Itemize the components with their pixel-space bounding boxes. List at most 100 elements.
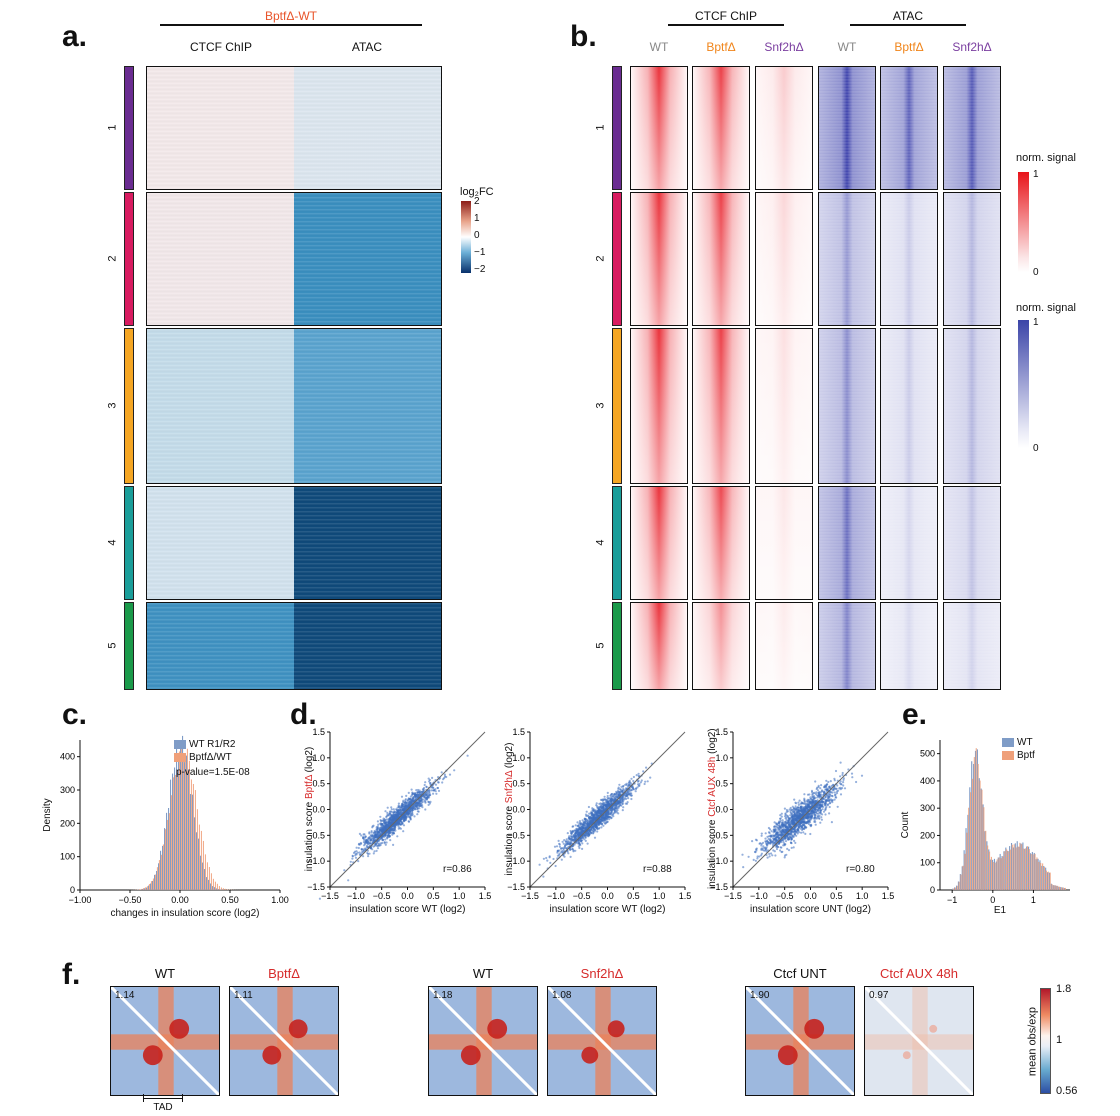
panel-d1-point [392,808,395,811]
panel-d3-point [789,812,793,815]
panel-c-bar-wt-14 [148,885,150,890]
panel-c-xtick-label-3: 0.50 [221,895,239,905]
panel-d2-point [594,826,597,829]
panel-d2-point [632,779,635,783]
panel-d3-point [827,793,830,796]
panel-d3-xtick-label-2: −0.5 [776,891,794,901]
panel-d3-point [836,784,839,787]
panel-e-bar-bptf-17 [985,830,987,890]
panel-b-signal-r1-c1 [631,67,687,189]
panel-d1-point [408,797,411,801]
panel-d2-point [566,850,569,853]
panel-c-bar-wt-27 [174,767,176,890]
panel-d1-point [395,808,398,811]
panel-d2-point [615,803,618,806]
panel-d2-ytick-label-5: 1.0 [512,753,525,763]
panel-d2-point [586,842,589,845]
panel-e-bar-bptf-57 [1061,887,1063,890]
panel-f-value-3-left: 1.90 [750,990,770,1001]
panel-b-legend-red-min: 0 [1033,267,1039,278]
panel-d3-point [820,816,823,819]
panel-d2-point [581,842,584,845]
panel-c-xtick-label-0: −1.00 [69,895,92,905]
panel-d3-point [807,813,811,816]
panel-e-bar-bptf-15 [981,789,983,890]
panel-d3-point [781,829,784,832]
panel-d3-point [815,791,818,794]
panel-d2-point [564,844,567,848]
panel-d2-point [634,790,637,793]
panel-d1-point [389,810,392,813]
panel-b-col-label-2: BptfΔ [706,40,736,54]
panel-a-cluster-bar-1 [124,66,134,190]
contact-map-diagonal [865,987,973,1095]
panel-d1-point [410,794,413,797]
panel-b-signal-r2-c2 [693,193,749,325]
panel-e-bar-wt-3 [957,881,960,890]
panel-d2-point [645,766,648,769]
panel-d3-point [832,788,836,791]
panel-d3-point [787,817,791,820]
panel-d1-point [383,827,386,830]
panel-c-bar-wt-34 [188,769,190,890]
panel-d1-point [393,825,396,828]
panel-c-bar-bptf-9 [138,889,140,890]
panel-c-bar-bptf-14 [148,884,150,890]
panel-c-bar-bptf-22 [164,829,166,890]
panel-d2-point [595,811,599,814]
panel-e-bar-wt-8 [967,814,969,890]
panel-d1-point [361,848,364,851]
panel-a-cluster-label-2: 2 [106,255,119,262]
panel-d1-point [368,832,371,835]
panel-e-bar-bptf-31 [1011,844,1013,890]
panel-f-value-2-left: 1.18 [433,990,453,1001]
panel-c-bar-wt-30 [180,744,182,890]
panel-b-signal-r1-c4 [819,67,875,189]
panel-d3-point [826,795,829,798]
panel-c-bar-wt-41 [202,862,204,890]
panel-b-col-label-6: Snf2hΔ [952,40,992,54]
panel-c-bar-bptf-43 [206,862,208,890]
panel-e-bar-wt-57 [1060,887,1062,890]
panel-a-ctcf-block-3 [147,329,294,483]
panel-c-bar-wt-28 [176,740,178,890]
panel-d3-point [801,813,804,816]
panel-d3-point [824,809,827,812]
panel-d2-point [591,814,595,817]
panel-d3-point [821,803,824,806]
panel-d2-point [604,815,607,818]
panel-d2-point [626,801,629,804]
panel-b-cluster-bar-4 [612,486,622,600]
panel-f-colorbar-min: 0.56 [1056,1085,1078,1097]
panel-d1-point [413,807,416,810]
panel-e-bar-bptf-25 [1000,858,1002,890]
panel-d3-point [756,855,759,858]
panel-d1-ytick-label-1: −1.0 [307,856,325,866]
panel-b-legend-blue-min: 0 [1033,443,1039,454]
panel-e-bar-bptf-47 [1042,863,1044,890]
panel-c-bar-bptf-21 [162,844,164,890]
panel-a-header: BptfΔ-WT [264,9,317,23]
panel-d3-point [780,812,783,815]
panel-e-bar-wt-42 [1031,851,1033,890]
panel-d3-xtick-label-1: −1.0 [750,891,768,901]
panel-d1-point [366,851,369,855]
panel-e-bar-wt-23 [995,861,997,890]
panel-a-cluster-bar-2 [124,192,134,326]
panel-d3-point [789,836,792,839]
panel-c-bar-wt-37 [194,817,196,890]
panel-d1-point [349,860,352,863]
panel-b-heatmap-r2-c5 [880,192,938,326]
panel-d2-point [609,793,613,796]
panel-d2-point [620,785,623,788]
panel-d3-point [755,839,758,842]
panel-b-signal-r1-c5 [881,67,937,189]
panel-d3-point [780,815,783,818]
panel-c-ytick-label-3: 300 [60,785,75,795]
panel-d3-point [784,823,787,826]
panel-e-bar-wt-36 [1020,843,1022,890]
panel-d2-point [584,836,587,839]
panel-d3-point [808,807,811,810]
panel-e-bar-bptf-26 [1002,856,1004,890]
panel-d3-point [786,836,789,839]
